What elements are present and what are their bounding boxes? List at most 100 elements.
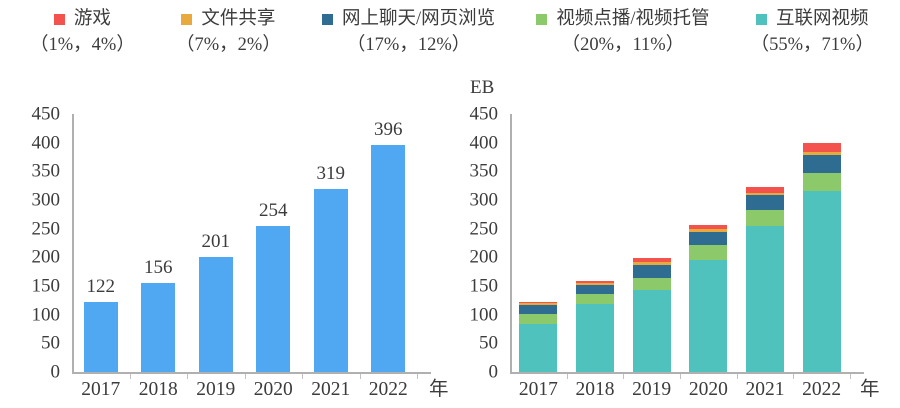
- x-axis-line-right: [510, 372, 864, 374]
- bar-group: [793, 114, 850, 372]
- stack-segment[interactable]: [519, 302, 558, 306]
- legend-item-percent: （17%，12%）: [346, 35, 471, 55]
- y-axis-tick-label: 0: [488, 361, 499, 383]
- legend-item-label: 文件共享: [201, 9, 276, 29]
- x-axis-tick-label: 2018: [575, 379, 615, 400]
- x-axis-tick-label: 2020: [253, 379, 293, 400]
- y-axis-tick-label: 50: [479, 332, 498, 354]
- y-axis-right: 450 400 350 300 250 200 150 100 50 0: [452, 105, 504, 382]
- stack-segment[interactable]: [802, 151, 841, 155]
- stack-segment[interactable]: [689, 224, 728, 230]
- stack-segment[interactable]: [632, 277, 671, 290]
- stack-segment[interactable]: [575, 283, 614, 286]
- stacked-bar[interactable]: [575, 281, 614, 372]
- legend-item-internet-video: 互联网视频 （55%，71%）: [751, 8, 874, 55]
- stacked-bar[interactable]: [745, 187, 784, 372]
- y-axis-tick-label: 350: [31, 160, 61, 182]
- bar-group: [680, 114, 737, 372]
- x-axis-line-left: [72, 372, 431, 374]
- stack-segment[interactable]: [575, 294, 614, 304]
- bar-value-label: 396: [374, 118, 403, 140]
- x-axis-tickmark: [736, 374, 738, 379]
- stacked-bar[interactable]: [519, 302, 558, 372]
- legend-swatch-icon: [536, 13, 548, 25]
- stack-segment[interactable]: [575, 285, 614, 295]
- stacked-bar[interactable]: [632, 258, 671, 372]
- legend-entry-row: 游戏: [53, 8, 111, 30]
- bar[interactable]: [83, 302, 118, 372]
- x-axis-tick-label: 2019: [196, 379, 236, 400]
- legend-entry-row: 视频点播/视频托管: [536, 8, 709, 30]
- bar-group: 122: [72, 114, 130, 372]
- stack-segment[interactable]: [689, 229, 728, 232]
- bar-value-label: 254: [259, 200, 288, 222]
- stack-segment[interactable]: [802, 154, 841, 174]
- y-axis-unit-label: EB: [470, 77, 495, 98]
- stack-segment[interactable]: [632, 289, 671, 372]
- stack-segment[interactable]: [575, 281, 614, 284]
- legend-swatch-icon: [756, 13, 768, 25]
- bar[interactable]: [198, 256, 233, 372]
- stack-segment[interactable]: [745, 193, 784, 196]
- x-axis-tick-label: 2020: [688, 379, 728, 400]
- bar[interactable]: [313, 189, 348, 372]
- stack-segment[interactable]: [632, 258, 671, 262]
- stack-segment[interactable]: [519, 314, 558, 324]
- legend-item-vod: 视频点播/视频托管 （20%，11%）: [536, 8, 709, 55]
- y-axis-tick-label: 150: [31, 275, 61, 297]
- stack-segment[interactable]: [689, 259, 728, 372]
- stacked-bar[interactable]: [802, 143, 841, 372]
- y-axis-tick-label: 100: [31, 304, 61, 326]
- stack-segment[interactable]: [802, 143, 841, 152]
- x-axis-tickmark: [623, 374, 625, 379]
- legend-item-percent: （1%，4%）: [30, 35, 135, 55]
- stack-segment[interactable]: [802, 173, 841, 191]
- bar-group: [737, 114, 794, 372]
- x-axis-tick-label: 2021: [745, 379, 785, 400]
- legend-swatch-icon: [53, 13, 65, 25]
- x-axis-tick-label: 2017: [81, 379, 121, 400]
- y-axis-tick-label: 150: [469, 275, 499, 297]
- bar-group: 156: [130, 114, 188, 372]
- stack-segment[interactable]: [632, 264, 671, 278]
- legend-item-label: 视频点播/视频托管: [556, 9, 710, 29]
- x-axis-tickmark: [566, 374, 568, 379]
- stacked-bar[interactable]: [689, 224, 728, 372]
- stack-segment[interactable]: [689, 231, 728, 246]
- total-traffic-bar-chart: 450 400 350 300 250 200 150 100 50 0 122 156 201 254…: [14, 78, 464, 408]
- legend-entry-row: 文件共享: [181, 8, 275, 30]
- chart-legend: 游戏 （1%，4%） 文件共享 （7%，2%） 网上聊天/网页浏览 （17%，1…: [0, 0, 900, 66]
- x-axis-title-left: 年: [429, 379, 449, 400]
- stack-segment[interactable]: [745, 210, 784, 226]
- legend-item-percent: （7%，2%）: [176, 35, 281, 55]
- traffic-by-category-stacked-chart: EB 450 400 350 300 250 200 150 100 50 0 年 2017 201…: [452, 78, 900, 408]
- legend-item-games: 游戏 （1%，4%）: [30, 8, 135, 55]
- legend-swatch-icon: [322, 13, 333, 25]
- legend-item-label: 游戏: [73, 9, 111, 29]
- stack-segment[interactable]: [689, 245, 728, 260]
- y-axis-tick-label: 400: [31, 132, 61, 154]
- bar[interactable]: [256, 226, 291, 372]
- y-axis-tick-label: 250: [469, 218, 499, 240]
- bar-group: [510, 114, 567, 372]
- stack-segment[interactable]: [519, 305, 558, 315]
- bar[interactable]: [141, 282, 176, 372]
- stack-segment[interactable]: [802, 190, 841, 372]
- bar-group: 254: [245, 114, 303, 372]
- stack-segment[interactable]: [519, 323, 558, 372]
- stack-segment[interactable]: [519, 302, 558, 303]
- stack-segment[interactable]: [745, 187, 784, 194]
- stack-segment[interactable]: [745, 225, 784, 372]
- stack-segment[interactable]: [632, 261, 671, 265]
- bar-value-label: 319: [316, 163, 346, 185]
- x-axis-title-right: 年: [860, 379, 880, 400]
- legend-item-percent: （55%，71%）: [750, 35, 874, 55]
- y-axis-tick-label: 300: [31, 189, 61, 211]
- stack-segment[interactable]: [745, 195, 784, 211]
- stack-segment[interactable]: [575, 303, 614, 372]
- bar[interactable]: [371, 144, 406, 372]
- x-axis-tickmark: [359, 374, 361, 379]
- bar-value-label: 156: [144, 256, 173, 278]
- x-axis-tickmark: [850, 374, 851, 379]
- x-axis-tick-label: 2021: [311, 379, 351, 400]
